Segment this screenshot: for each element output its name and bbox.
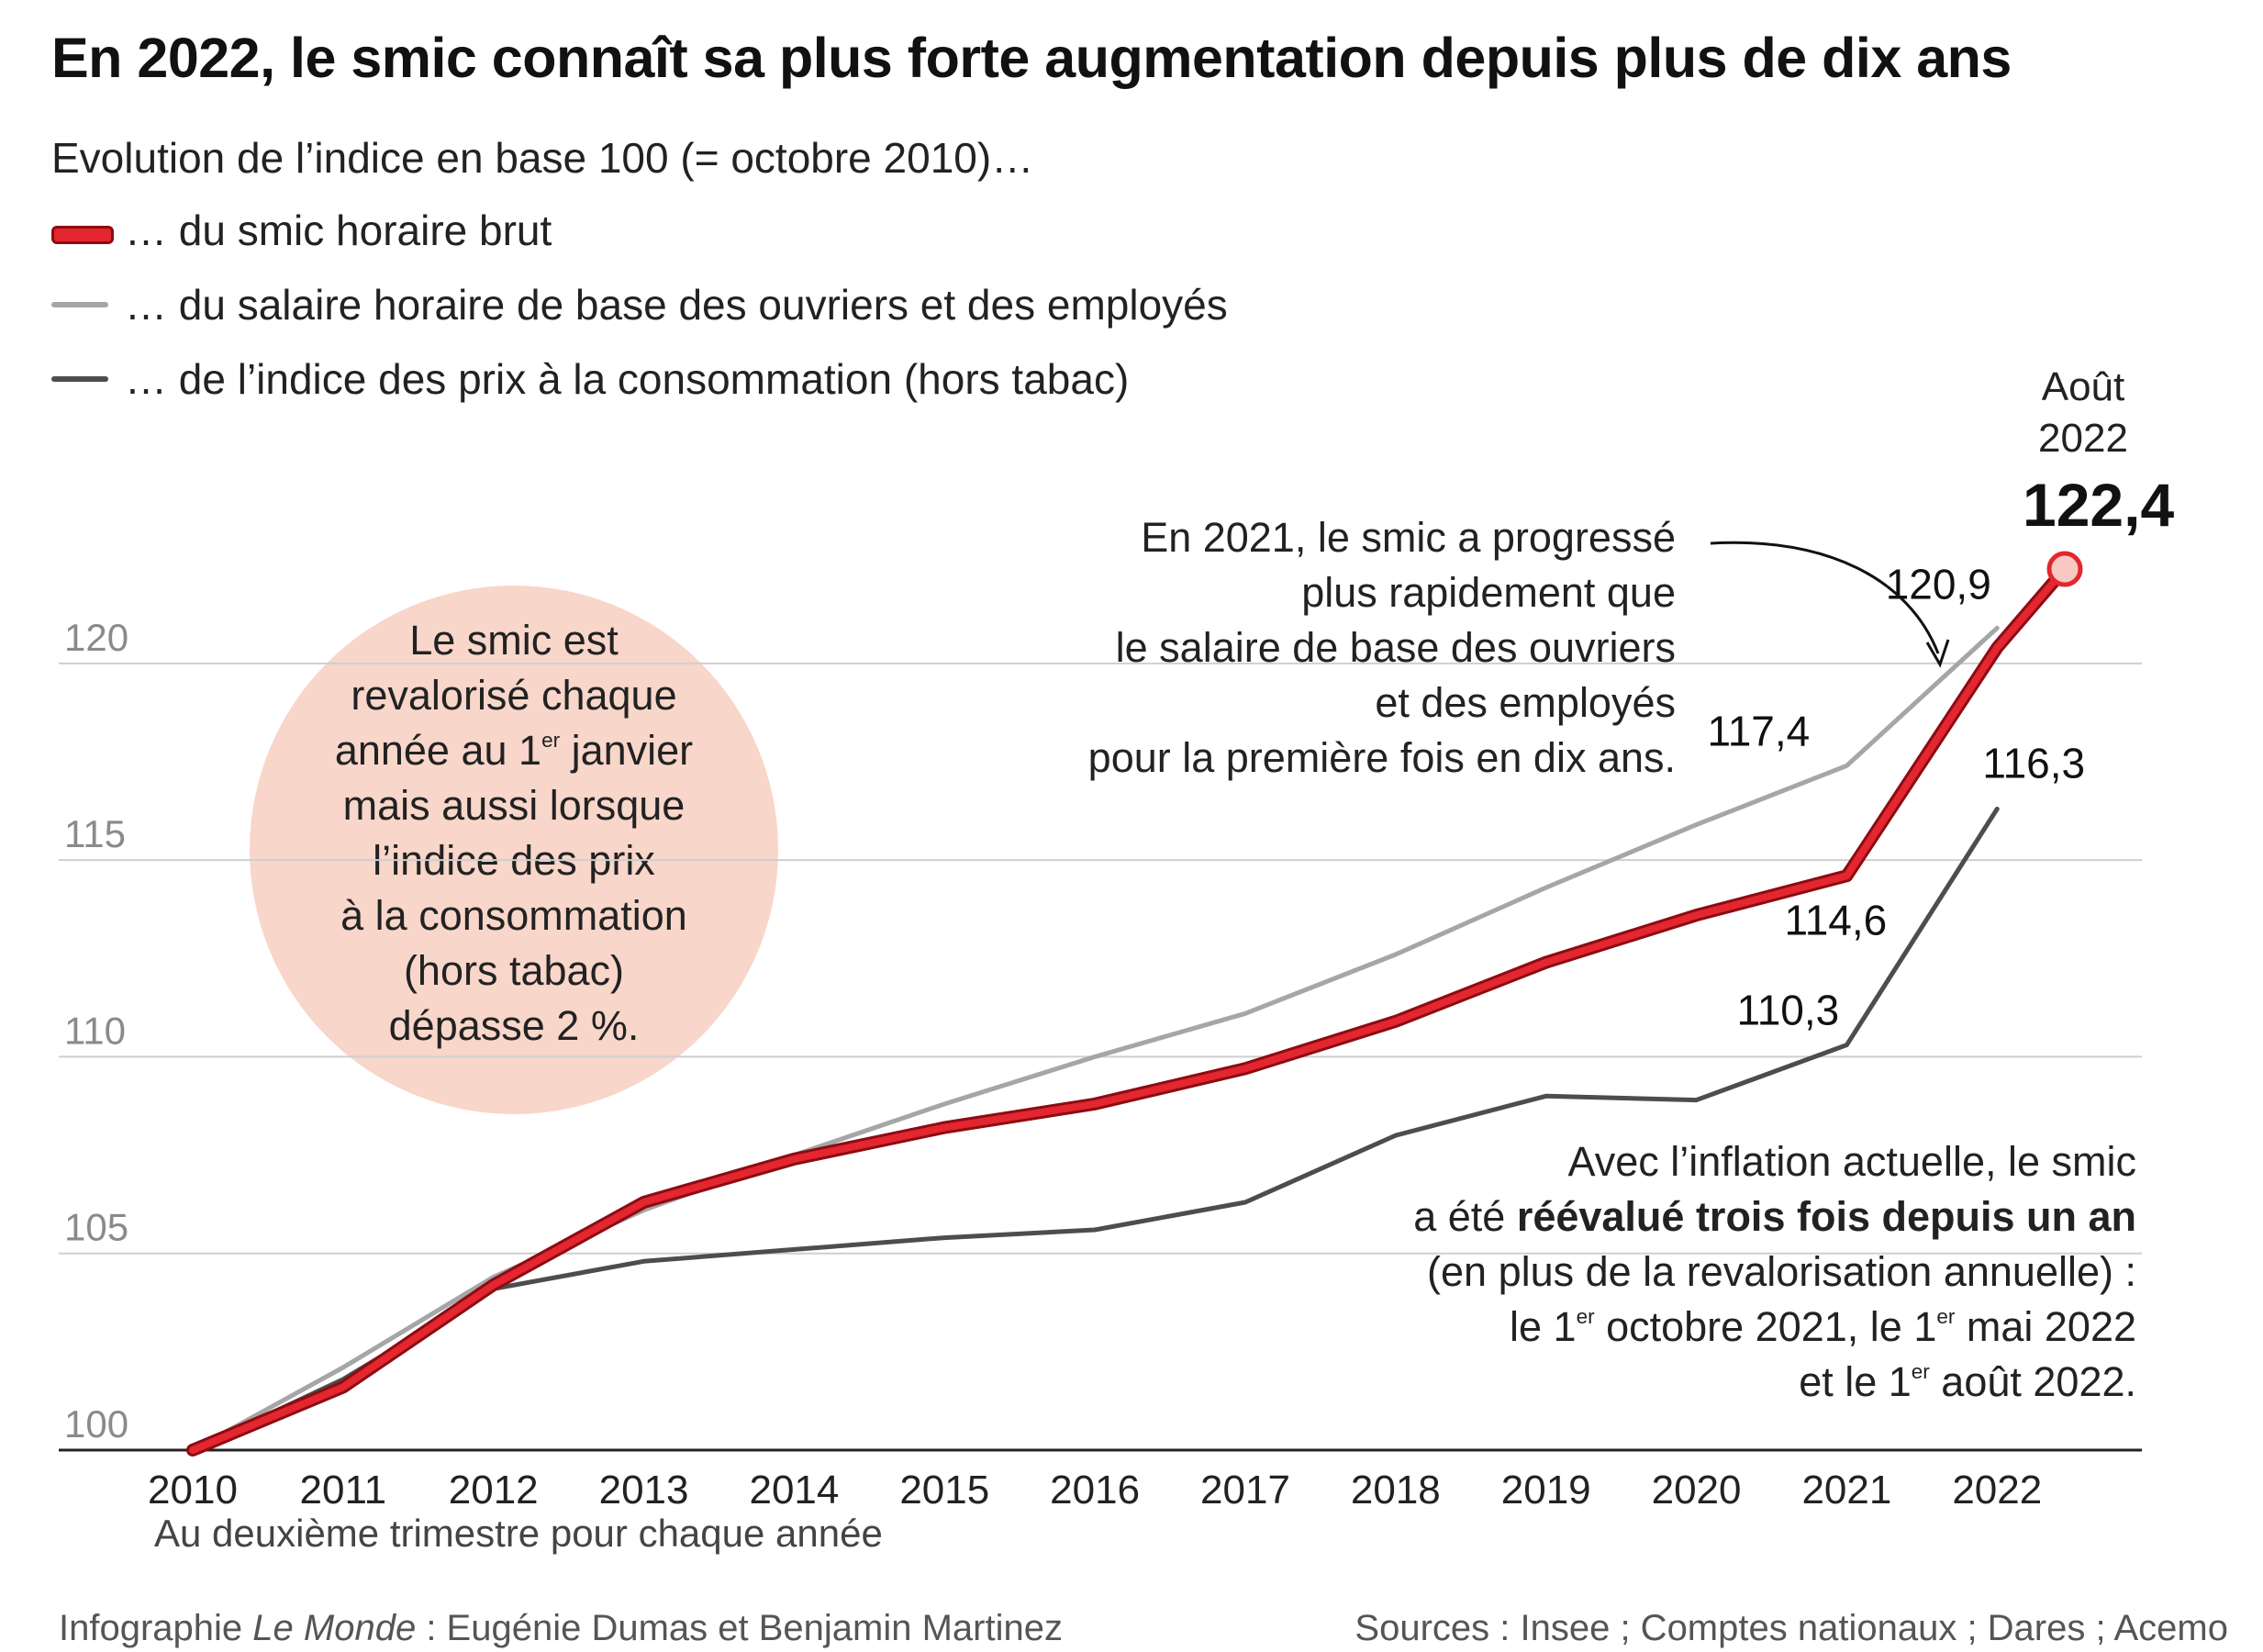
x-tick-label: 2011: [300, 1468, 387, 1512]
info-bubble: [250, 586, 778, 1114]
footer-sources: Sources : Insee ; Comptes nationaux ; Da…: [1354, 1608, 2228, 1648]
legend-swatch-smic: [51, 226, 114, 244]
x-tick-label: 2020: [1652, 1468, 1742, 1512]
data-label: 116,3: [1982, 739, 2085, 787]
y-tick-label: 115: [64, 812, 126, 855]
legend-item-smic: … du smic horaire brut: [51, 206, 1428, 261]
legend-item-prix: … de l’indice des prix à la consommation…: [51, 354, 1428, 409]
annotation-2021: En 2021, le smic a progressé plus rapide…: [1087, 514, 1676, 781]
footer-credit: Infographie Le Monde : Eugénie Dumas et …: [59, 1608, 1063, 1648]
x-tick-label: 2017: [1200, 1468, 1290, 1512]
legend-label-salaire: … du salaire horaire de base des ouvrier…: [125, 281, 1228, 329]
legend-swatch-prix: [51, 376, 108, 382]
endpoint-date: Août 2022: [2038, 364, 2128, 461]
page-title: En 2022, le smic connaît sa plus forte a…: [51, 27, 2012, 89]
annotation-inflation: Avec l’inflation actuelle, le smic a été…: [1413, 1138, 2136, 1405]
data-label: 120,9: [1886, 560, 1991, 608]
x-axis-note: Au deuxième trimestre pour chaque année: [154, 1512, 883, 1555]
series-line-smic: [189, 565, 2068, 1454]
x-tick-label: 2015: [899, 1468, 989, 1512]
chart-subtitle: Evolution de l’indice en base 100 (= oct…: [51, 134, 1034, 182]
data-label: 117,4: [1708, 707, 1811, 754]
x-tick-label: 2022: [1952, 1468, 2042, 1512]
y-tick-label: 110: [64, 1009, 126, 1052]
y-tick-label: 120: [64, 616, 128, 659]
x-tick-label: 2013: [599, 1468, 689, 1512]
data-label: 114,6: [1785, 896, 1888, 943]
x-tick-label: 2016: [1050, 1468, 1140, 1512]
y-tick-label: 100: [64, 1402, 128, 1446]
endpoint-value: 122,4: [2023, 471, 2175, 539]
x-tick-label: 2014: [749, 1468, 839, 1512]
legend-item-salaire: … du salaire horaire de base des ouvrier…: [51, 280, 1428, 335]
data-label: 110,3: [1737, 987, 1840, 1034]
x-tick-label: 2019: [1501, 1468, 1591, 1512]
y-tick-label: 105: [64, 1206, 128, 1249]
x-tick-label: 2021: [1801, 1468, 1891, 1512]
legend-swatch-salaire: [51, 302, 108, 307]
annotation-arrowhead: [1925, 639, 1950, 668]
endpoint-marker: [2046, 551, 2083, 587]
series-line-salaire: [190, 625, 2000, 1453]
legend-label-prix: … de l’indice des prix à la consommation…: [125, 355, 1130, 403]
legend-label-smic: … du smic horaire brut: [125, 206, 552, 254]
x-tick-label: 2010: [148, 1468, 238, 1512]
x-tick-label: 2012: [449, 1468, 539, 1512]
annotation-arrow: [1710, 541, 1940, 654]
x-tick-label: 2018: [1351, 1468, 1441, 1512]
